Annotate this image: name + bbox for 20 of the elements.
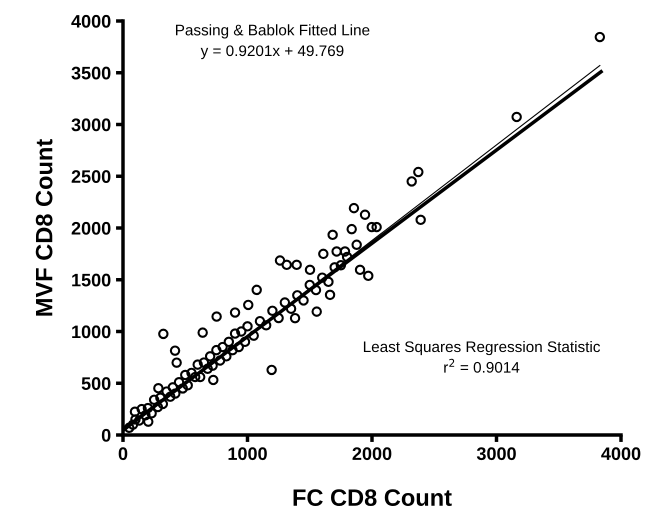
y-tick-label: 3000 <box>71 118 110 132</box>
y-tick-label: 0 <box>102 428 110 442</box>
y-tick-label: 2500 <box>72 170 110 183</box>
x-tick-label: 1000 <box>228 447 267 460</box>
x-axis-title: FC CD8 Count <box>294 489 452 506</box>
x-tick-label: 2000 <box>352 447 392 460</box>
x-tick-label: 0 <box>118 447 128 460</box>
y-tick-label: 1500 <box>72 274 110 286</box>
annotation: y = 0.9201x + 49.769 <box>200 45 344 60</box>
annotation: r$^{2}$ = 0.9014 <box>444 358 520 373</box>
y-tick-label: 4000 <box>71 14 110 28</box>
y-tick-label: 500 <box>82 377 110 390</box>
x-tick-label: 3000 <box>476 447 516 460</box>
y-tick-label: 3500 <box>71 66 110 80</box>
x-tick-label: 4000 <box>601 447 640 460</box>
y-tick-label: 1000 <box>72 325 110 338</box>
y-tick-label: 2000 <box>72 222 110 235</box>
annotation: Least Squares Regression Statistic <box>364 340 600 356</box>
annotation: Passing & Bablok Fitted Line <box>176 24 370 38</box>
y-axis-title: MVF CD8 Count <box>36 139 52 316</box>
